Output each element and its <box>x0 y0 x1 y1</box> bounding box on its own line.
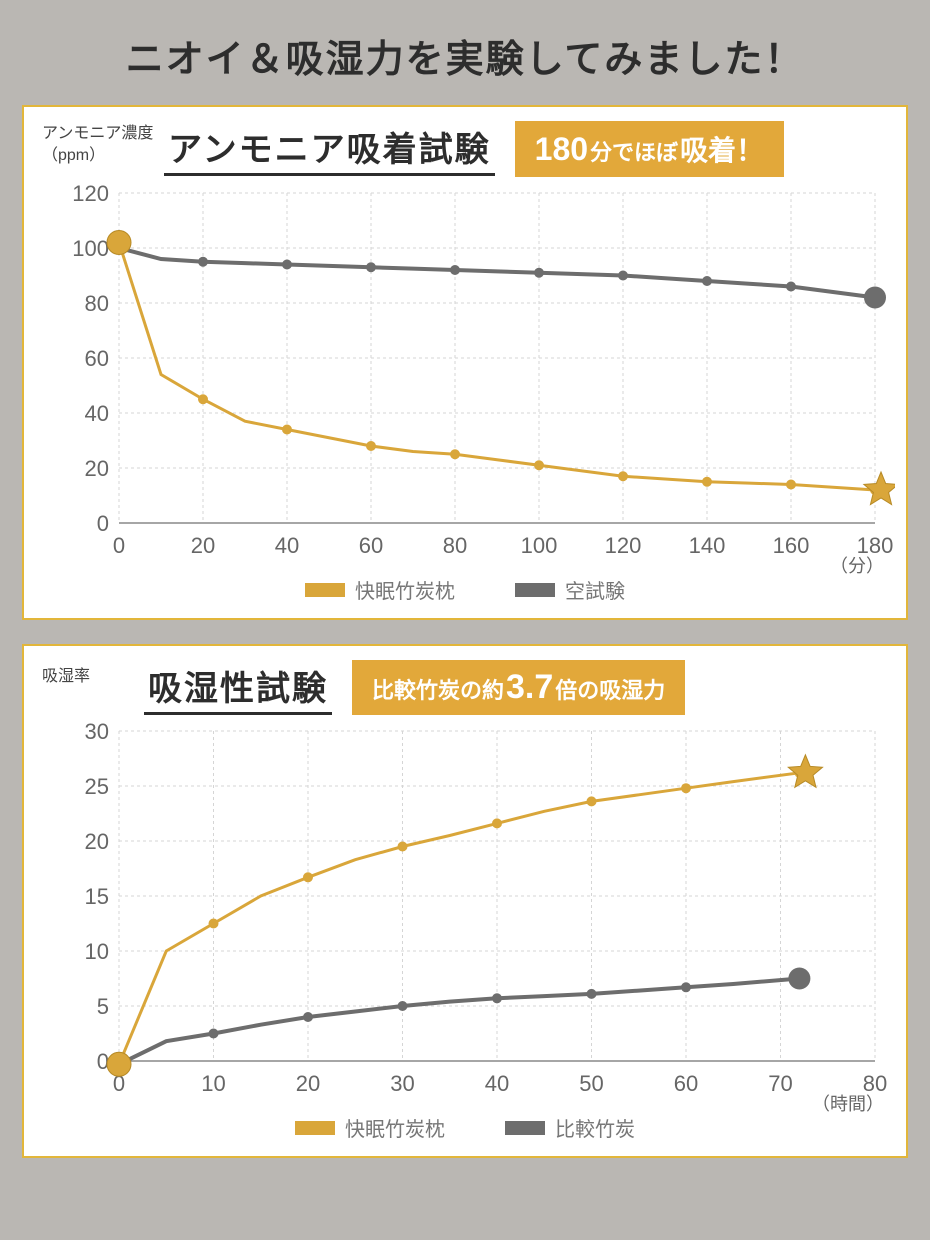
legend-gray-2: 比較竹炭 <box>505 1113 635 1142</box>
svg-text:50: 50 <box>579 1071 603 1096</box>
svg-text:30: 30 <box>390 1071 414 1096</box>
legend-gray2-label: 比較竹炭 <box>555 1113 635 1142</box>
svg-text:20: 20 <box>191 533 215 558</box>
panel-moisture: 吸湿率 吸湿性試験 比較竹炭の約 3.7 倍の吸湿力 0510152025300… <box>22 644 908 1158</box>
panel-head-1: アンモニア吸着試験 180 分でほぼ 吸着！ <box>34 121 896 177</box>
xunit-2: （時間） <box>812 1090 884 1116</box>
svg-text:30: 30 <box>85 721 109 744</box>
svg-text:5: 5 <box>97 994 109 1019</box>
chart2-title: 吸湿性試験 <box>144 661 332 715</box>
swatch-gray <box>505 1121 545 1135</box>
svg-text:80: 80 <box>85 291 109 316</box>
swatch-gold <box>295 1121 335 1135</box>
badge-mid: 分でほぼ <box>590 135 678 167</box>
svg-text:25: 25 <box>85 774 109 799</box>
chart2-badge: 比較竹炭の約 3.7 倍の吸湿力 <box>352 660 685 715</box>
svg-text:160: 160 <box>773 533 810 558</box>
xunit-1: （分） <box>830 552 884 578</box>
svg-text:70: 70 <box>768 1071 792 1096</box>
chart1-svg: 020406080100120020406080100120140160180 <box>35 183 895 573</box>
legend-gold2-label: 快眠竹炭枕 <box>345 1113 445 1142</box>
svg-text:140: 140 <box>689 533 726 558</box>
svg-text:20: 20 <box>85 456 109 481</box>
chart1-badge: 180 分でほぼ 吸着！ <box>515 121 784 177</box>
ylabel-line2: （ppm） <box>42 147 105 164</box>
svg-text:10: 10 <box>201 1071 225 1096</box>
ylabel-ammonia: アンモニア濃度 （ppm） <box>42 123 153 166</box>
legend-gold-1: 快眠竹炭枕 <box>305 575 455 604</box>
svg-text:10: 10 <box>85 939 109 964</box>
legend-gold-2: 快眠竹炭枕 <box>295 1113 445 1142</box>
ylabel-line1: アンモニア濃度 <box>42 125 153 142</box>
svg-text:100: 100 <box>521 533 558 558</box>
svg-text:60: 60 <box>85 346 109 371</box>
legend-2: 快眠竹炭枕 比較竹炭 <box>34 1111 896 1148</box>
badge-num: 180 <box>535 131 588 168</box>
legend-1: 快眠竹炭枕 空試験 <box>34 573 896 610</box>
legend-gray-label: 空試験 <box>565 575 625 604</box>
swatch-gold <box>305 583 345 597</box>
svg-text:0: 0 <box>113 533 125 558</box>
svg-text:40: 40 <box>485 1071 509 1096</box>
svg-text:20: 20 <box>85 829 109 854</box>
svg-text:0: 0 <box>97 511 109 536</box>
svg-text:80: 80 <box>443 533 467 558</box>
legend-gold-label: 快眠竹炭枕 <box>355 575 455 604</box>
svg-text:120: 120 <box>72 183 109 206</box>
svg-text:15: 15 <box>85 884 109 909</box>
legend-gray-1: 空試験 <box>515 575 625 604</box>
swatch-gray <box>515 583 555 597</box>
panel-head-2: 吸湿性試験 比較竹炭の約 3.7 倍の吸湿力 <box>34 660 896 715</box>
svg-text:40: 40 <box>275 533 299 558</box>
panel-ammonia: アンモニア濃度 （ppm） アンモニア吸着試験 180 分でほぼ 吸着！ 0 20… <box>22 105 908 620</box>
badge2-suf: 倍の吸湿力 <box>555 673 665 705</box>
chart2-svg: 05101520253001020304050607080 <box>35 721 895 1111</box>
badge2-pre: 比較竹炭の約 <box>372 673 504 705</box>
ylabel-moisture: 吸湿率 <box>42 666 90 688</box>
svg-text:40: 40 <box>85 401 109 426</box>
svg-text:100: 100 <box>72 236 109 261</box>
page-title: ニオイ＆吸湿力を実験してみました！ <box>0 0 930 105</box>
badge2-big: 3.7 <box>506 668 553 707</box>
svg-text:60: 60 <box>674 1071 698 1096</box>
badge-suffix: 吸着！ <box>680 129 764 169</box>
ylabel2-line1: 吸湿率 <box>42 668 90 685</box>
chart1-title: アンモニア吸着試験 <box>164 122 495 176</box>
svg-text:120: 120 <box>605 533 642 558</box>
svg-text:60: 60 <box>359 533 383 558</box>
svg-text:20: 20 <box>296 1071 320 1096</box>
